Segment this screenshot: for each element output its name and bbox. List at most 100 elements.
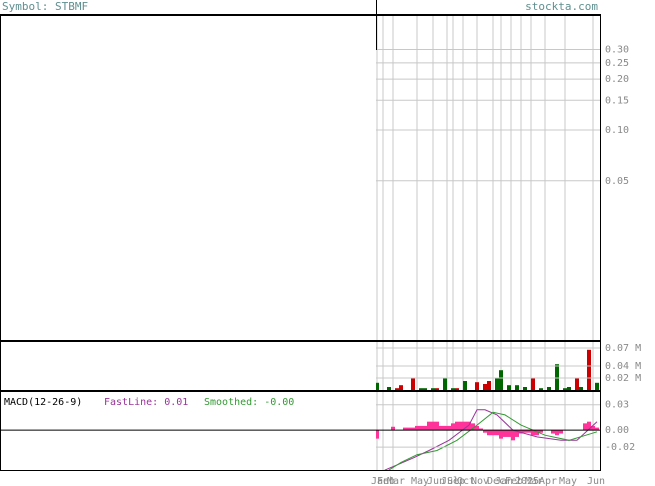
macd-line: [384, 409, 598, 470]
macd-histogram-bar: [447, 425, 451, 431]
macd-histogram-bar: [455, 421, 459, 431]
macd-histogram-bar: [391, 426, 395, 431]
y-tick-label: 0.00: [605, 425, 629, 436]
volume-bar: [587, 349, 591, 390]
volume-bar: [595, 382, 599, 390]
macd-histogram-bar: [451, 423, 455, 431]
volume-bar: [547, 387, 551, 390]
volume-bar: [487, 381, 491, 390]
panel-frame: [0, 391, 601, 471]
volume-bar: [387, 387, 391, 390]
x-tick-label: Apr: [539, 476, 557, 486]
volume-bar: [515, 385, 519, 390]
x-tick-label: Jan: [495, 476, 513, 486]
x-tick-label: Feb: [505, 476, 523, 486]
macd-histogram-bar: [435, 421, 439, 431]
y-tick-label: 0.30: [605, 44, 629, 55]
x-tick-label: Jul: [441, 476, 459, 486]
panel: [376, 15, 594, 340]
macd-histogram-bar: [515, 430, 519, 437]
volume-bar: [463, 381, 467, 390]
macd-histogram-bar: [531, 430, 535, 436]
macd-histogram-bar: [407, 427, 411, 431]
macd-histogram-bar: [587, 421, 591, 431]
y-tick-label: -0.02: [605, 442, 635, 453]
x-tick-label: Oct: [457, 476, 475, 486]
x-tick-label: Jun: [587, 476, 605, 486]
symbol: Symbol: STBMF: [2, 0, 88, 13]
x-tick-label: Dec: [487, 476, 505, 486]
x-tick-label: Jan: [371, 476, 389, 486]
y-tick-label: 0.07 M: [605, 343, 641, 354]
macd-histogram-bar: [459, 421, 463, 431]
x-tick-label: Mar: [525, 476, 543, 486]
macd-histogram-bar: [419, 425, 423, 431]
volume-bar: [483, 384, 487, 390]
macd-histogram-bar: [471, 423, 475, 431]
macd-histogram-bar: [463, 421, 467, 431]
volume-bar: [419, 388, 423, 390]
volume-bar: [531, 378, 535, 390]
legend-entry: Smoothed: -0.00: [204, 397, 294, 408]
macd-histogram-bar: [467, 421, 471, 431]
macd-title: MACD(12-26-9): [4, 397, 82, 408]
macd-histogram-bar: [479, 428, 483, 431]
macd-line: [388, 411, 598, 470]
macd-histogram-bar: [507, 430, 511, 437]
macd-histogram-bar: [499, 430, 503, 439]
macd-histogram-bar: [583, 423, 587, 431]
y-tick-label: 0.04 M: [605, 361, 641, 372]
macd-histogram-bar: [376, 430, 379, 439]
volume-bar: [575, 378, 579, 390]
volume-bar: [443, 378, 447, 390]
volume-bar: [507, 385, 511, 390]
y-tick-label: 0.25: [605, 58, 629, 69]
volume-bar: [555, 364, 559, 390]
macd-histogram-bar: [439, 425, 443, 431]
macd-histogram-bar: [595, 427, 599, 431]
volume-bar: [376, 382, 379, 390]
x-tick-label: Mar: [387, 476, 405, 486]
volume-bar: [567, 387, 571, 390]
macd-histogram-bar: [511, 430, 515, 441]
macd-histogram-bar: [491, 430, 495, 436]
volume-bar: [495, 378, 499, 390]
panel-frame: [0, 14, 601, 341]
site: stockta.com: [525, 0, 598, 13]
y-tick-label: 0.03: [605, 400, 629, 411]
x-tick-label: Nov: [471, 476, 489, 486]
macd-histogram-bar: [475, 425, 479, 431]
volume-bar: [411, 378, 415, 390]
y-tick-label: 0.20: [605, 74, 629, 85]
macd-histogram-bar: [411, 427, 415, 431]
macd-histogram-bar: [443, 425, 447, 431]
y-tick-label: 0.05: [605, 176, 629, 187]
macd-histogram-bar: [555, 430, 559, 436]
volume-bar: [423, 388, 427, 390]
macd-histogram-bar: [483, 430, 487, 433]
volume-bar: [395, 388, 399, 390]
volume-bar: [435, 388, 439, 390]
volume-bar: [431, 388, 435, 390]
macd-histogram-bar: [415, 425, 419, 431]
y-tick-label: 0.10: [605, 125, 629, 136]
volume-bar: [539, 388, 543, 390]
macd-histogram-bar: [495, 430, 499, 436]
volume-bar: [455, 388, 459, 390]
volume-bar: [579, 387, 583, 390]
x-tick-label: May: [411, 476, 429, 486]
macd-histogram-bar: [527, 430, 531, 433]
macd-histogram-bar: [403, 427, 407, 431]
volume-bar: [475, 382, 479, 390]
x-tick-label: Sep: [447, 476, 465, 486]
macd-histogram-bar: [591, 425, 595, 431]
volume-bar: [399, 385, 403, 390]
macd-histogram-bar: [427, 421, 431, 431]
y-tick-label: 0.15: [605, 95, 629, 106]
macd-histogram-bar: [519, 430, 523, 434]
macd-histogram-bar: [535, 430, 539, 436]
macd-histogram-bar: [539, 430, 543, 433]
macd-histogram-bar: [503, 430, 507, 437]
